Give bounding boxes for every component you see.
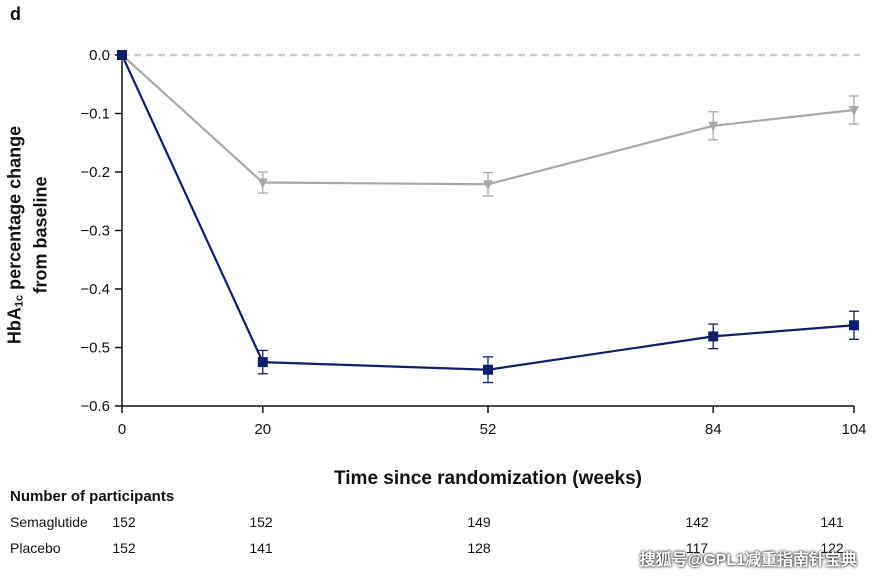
y-tick-label: −0.5	[80, 340, 110, 357]
y-axis-label-line2: from baseline	[30, 176, 51, 294]
participants-cell: 128	[467, 540, 491, 556]
participants-table-title: Number of participants	[10, 488, 175, 505]
y-tick-label: −0.4	[80, 281, 110, 298]
participants-cell: 122	[820, 540, 844, 556]
x-tick-label: 20	[254, 421, 271, 438]
data-point-marker	[708, 331, 719, 342]
data-point-marker	[708, 121, 719, 132]
data-point-marker	[483, 364, 493, 375]
x-tick-label: 84	[705, 421, 722, 438]
data-point-marker	[117, 50, 127, 60]
data-point-marker	[257, 357, 268, 368]
x-tick-label: 0	[118, 421, 126, 438]
y-tick-label: 0.0	[89, 47, 110, 64]
y-tick-label: −0.2	[80, 164, 110, 181]
participants-cell: 152	[112, 540, 136, 556]
y-axis-label-subscript: 1c	[13, 294, 26, 308]
data-point-marker	[849, 320, 859, 331]
series-line	[121, 54, 855, 186]
participants-row-label-placebo: Placebo	[10, 540, 61, 556]
y-tick-label: −0.6	[80, 398, 110, 415]
x-tick-label: 104	[841, 421, 866, 438]
series-line	[121, 54, 855, 371]
watermark: 搜狐号@GPL1减重指南针宝典	[639, 552, 857, 569]
y-tick-label: −0.3	[80, 223, 110, 240]
participants-cell: 141	[820, 514, 844, 530]
y-axis-label-main: HbA	[4, 307, 25, 345]
participants-cell: 117	[685, 540, 709, 556]
panel-label: d	[10, 4, 21, 24]
x-tick-label: 52	[480, 421, 497, 438]
participants-cell: 141	[249, 540, 273, 556]
participants-cell: 152	[249, 514, 273, 530]
participants-cell: 152	[112, 514, 136, 530]
participants-row-label-semaglutide: Semaglutide	[10, 514, 88, 530]
data-point-marker	[483, 180, 493, 191]
participants-cell: 149	[467, 514, 491, 530]
data-point-marker	[257, 178, 268, 189]
data-point-marker	[849, 105, 859, 116]
participants-cell: 142	[685, 514, 709, 530]
y-axis-label-rest: percentage change	[4, 125, 25, 295]
y-tick-label: −0.1	[80, 106, 110, 123]
x-axis-label: Time since randomization (weeks)	[334, 468, 642, 489]
